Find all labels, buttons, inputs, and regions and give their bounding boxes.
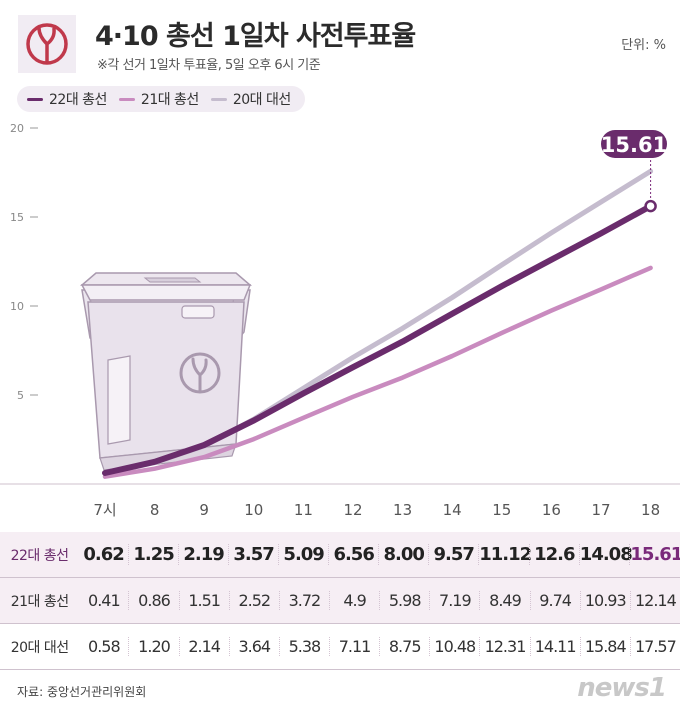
table-cell: 11.12 [478, 544, 532, 565]
legend-swatch-21 [118, 97, 135, 101]
table-row-20: 20대 대선 0.58 1.20 2.14 3.64 5.38 7.11 8.7… [0, 624, 680, 669]
x-tick-label: 12 [343, 501, 362, 519]
row-label: 20대 대선 [10, 639, 69, 656]
unit-label: 단위: % [621, 38, 666, 53]
y-tick-label: 15 [10, 211, 24, 224]
table-cell: 2.14 [178, 637, 229, 656]
table-cell: 4.9 [328, 591, 379, 610]
x-tick-label: 7시 [93, 501, 116, 519]
table-cell: 9.74 [529, 591, 580, 610]
table-cell: 7.19 [429, 591, 479, 610]
series-line-0 [102, 203, 654, 476]
table-cell: 15.84 [579, 637, 630, 656]
table-cell: 12.14 [629, 591, 680, 610]
x-tick-label: 10 [244, 501, 263, 519]
y-tick-label: 20 [10, 122, 24, 135]
legend-swatch-22 [27, 97, 43, 101]
table-cell: 5.38 [278, 637, 329, 656]
table-cell: 14.11 [529, 637, 580, 656]
table-cell: 15.61 [629, 544, 680, 565]
end-point-marker [644, 199, 657, 213]
legend-label: 21대 총선 [140, 92, 199, 108]
x-tick-label: 13 [393, 501, 412, 519]
x-tick-label: 15 [492, 501, 511, 519]
row-label: 22대 총선 [10, 547, 69, 564]
table-cell: 7.11 [328, 637, 379, 656]
x-tick-label: 9 [199, 501, 209, 519]
ballot-box-icon [79, 272, 253, 471]
table-cell: 0.86 [128, 591, 178, 610]
line-chart: 5 10 15 20 7시 8 9 10 11 12 13 14 15 16 17 18 15.61 [0, 122, 680, 519]
x-tick-label: 16 [542, 501, 561, 519]
x-axis: 7시 8 9 10 11 12 13 14 15 16 17 18 [93, 501, 660, 519]
legend-label: 20대 대선 [232, 92, 291, 108]
table-cell: 6.56 [328, 544, 378, 565]
legend: 22대 총선 21대 총선 20대 대선 [17, 86, 305, 112]
callout-value: 15.61 [601, 133, 667, 157]
table-cell: 8.75 [379, 637, 429, 656]
table-cell: 3.64 [228, 637, 279, 656]
table-cell: 2.19 [178, 544, 228, 565]
y-tick-label: 5 [17, 389, 24, 402]
table-cell: 17.57 [629, 637, 680, 656]
table-cell: 5.98 [379, 591, 429, 610]
table-row-22: 22대 총선 0.62 1.25 2.19 3.57 5.09 6.56 8.0… [0, 532, 680, 577]
table-cell: 5.09 [278, 544, 328, 565]
x-tick-label: 18 [641, 501, 660, 519]
callout-badge [601, 130, 667, 158]
table-cell: 1.51 [178, 591, 229, 610]
series-line-1 [102, 265, 653, 479]
table-cell: 12.6 [528, 544, 579, 565]
brand-logo: news1 [577, 673, 667, 703]
legend-item: 22대 총선 [27, 89, 107, 109]
callout-group: 15.61 [601, 130, 667, 213]
table-cell: 10.48 [429, 637, 479, 656]
table-cell: 8.49 [479, 591, 529, 610]
x-tick-label: 17 [591, 501, 610, 519]
table-cell: 2.52 [228, 591, 279, 610]
table-cell: 9.57 [428, 544, 478, 565]
legend-item: 20대 대선 [210, 89, 291, 109]
table-cell: 0.58 [88, 637, 121, 656]
table-cell: 12.31 [479, 637, 529, 656]
table-row-21: 21대 총선 0.41 0.86 1.51 2.52 3.72 4.9 5.98… [0, 578, 680, 623]
y-axis: 5 10 15 20 [0, 122, 680, 485]
table-cell: 0.62 [83, 544, 124, 565]
table-cell: 3.57 [228, 544, 278, 565]
data-table: 22대 총선 0.62 1.25 2.19 3.57 5.09 6.56 8.0… [0, 532, 680, 670]
series-group [102, 168, 654, 479]
page-title: 4·10 총선 1일차 사전투표율 [95, 21, 416, 52]
legend-label: 22대 총선 [49, 92, 107, 108]
legend-item: 21대 총선 [118, 89, 199, 109]
table-divider [0, 623, 680, 624]
x-tick-label: 8 [150, 501, 160, 519]
ballot-stamp-icon [18, 15, 76, 73]
table-cell: 14.08 [578, 544, 633, 565]
table-cell: 1.25 [128, 544, 178, 565]
legend-swatch-20 [210, 97, 227, 101]
x-tick-label: 14 [443, 501, 462, 519]
row-label: 21대 총선 [10, 593, 69, 610]
source-note: 자료: 중앙선거관리위원회 [17, 685, 147, 699]
table-cell: 0.41 [88, 591, 121, 610]
table-cell: 8.00 [378, 544, 428, 565]
table-cell: 3.72 [278, 591, 329, 610]
table-cell: 10.93 [579, 591, 630, 610]
table-cell: 1.20 [128, 637, 178, 656]
y-tick-label: 10 [10, 300, 24, 313]
table-divider [0, 669, 680, 670]
x-tick-label: 11 [294, 501, 313, 519]
table-divider [0, 577, 680, 578]
subtitle: ※각 선거 1일차 투표율, 5일 오후 6시 기준 [97, 58, 321, 73]
